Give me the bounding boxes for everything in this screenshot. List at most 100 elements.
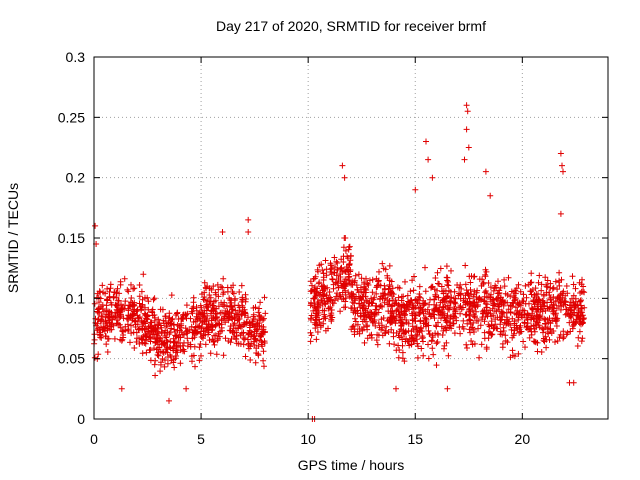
data-point bbox=[228, 284, 235, 291]
data-point bbox=[524, 320, 531, 327]
data-point bbox=[348, 290, 355, 297]
data-point bbox=[395, 342, 402, 349]
data-point bbox=[374, 331, 381, 338]
data-point bbox=[398, 323, 405, 329]
data-point bbox=[379, 295, 386, 302]
data-point bbox=[437, 265, 444, 272]
data-point bbox=[210, 283, 217, 290]
data-point bbox=[505, 274, 512, 281]
data-point bbox=[426, 331, 433, 338]
data-point bbox=[315, 301, 321, 308]
data-point bbox=[465, 144, 472, 151]
data-point bbox=[549, 308, 556, 315]
data-point bbox=[311, 275, 318, 282]
x-axis-title: GPS time / hours bbox=[298, 457, 405, 473]
data-point bbox=[352, 315, 358, 322]
data-point bbox=[129, 312, 136, 319]
data-point bbox=[539, 297, 546, 304]
data-point bbox=[167, 338, 174, 345]
data-point bbox=[222, 335, 229, 342]
data-point bbox=[508, 288, 515, 295]
data-point bbox=[498, 316, 505, 323]
data-point bbox=[135, 326, 142, 333]
data-point bbox=[349, 299, 356, 306]
data-point bbox=[152, 339, 159, 346]
data-point bbox=[314, 329, 321, 335]
data-point bbox=[522, 344, 528, 351]
data-point bbox=[483, 268, 490, 275]
data-point bbox=[444, 385, 451, 392]
data-point bbox=[495, 290, 502, 297]
data-point bbox=[353, 282, 360, 289]
data-point bbox=[435, 294, 442, 301]
data-point bbox=[337, 271, 344, 277]
data-point bbox=[471, 340, 478, 347]
data-point bbox=[94, 290, 101, 297]
data-point bbox=[572, 319, 579, 326]
data-point bbox=[511, 320, 518, 327]
y-tick-label: 0.3 bbox=[66, 49, 86, 65]
data-point bbox=[240, 341, 247, 348]
data-point bbox=[487, 330, 494, 337]
data-point bbox=[211, 341, 218, 348]
data-point bbox=[369, 289, 376, 296]
data-point bbox=[96, 309, 103, 316]
data-point bbox=[446, 287, 452, 294]
data-point bbox=[199, 320, 206, 326]
data-point bbox=[503, 320, 510, 327]
data-point bbox=[119, 328, 126, 334]
data-point bbox=[533, 290, 540, 297]
data-point bbox=[142, 320, 149, 327]
data-point bbox=[406, 306, 413, 313]
data-point bbox=[320, 293, 327, 299]
data-point bbox=[171, 321, 177, 328]
data-point bbox=[381, 299, 388, 306]
data-point bbox=[371, 294, 378, 301]
data-point bbox=[323, 266, 330, 273]
data-point bbox=[470, 273, 477, 280]
data-point bbox=[328, 307, 335, 313]
data-point bbox=[128, 295, 135, 301]
data-point bbox=[176, 327, 183, 334]
data-point bbox=[342, 247, 349, 254]
x-tick-label: 20 bbox=[515, 431, 531, 447]
data-point bbox=[422, 288, 429, 295]
data-point bbox=[483, 344, 490, 351]
data-point bbox=[393, 385, 399, 392]
data-point bbox=[503, 314, 510, 321]
data-point bbox=[368, 295, 375, 302]
data-point bbox=[576, 328, 583, 335]
data-point bbox=[479, 314, 486, 321]
data-point bbox=[529, 306, 536, 313]
data-point bbox=[397, 326, 404, 333]
data-point bbox=[109, 316, 116, 323]
data-point bbox=[334, 260, 341, 266]
data-point bbox=[396, 285, 403, 292]
data-point bbox=[107, 285, 114, 292]
data-point bbox=[346, 293, 353, 300]
data-point bbox=[329, 276, 336, 283]
data-point bbox=[133, 339, 140, 345]
data-point bbox=[403, 319, 410, 326]
data-point bbox=[223, 302, 230, 309]
data-point bbox=[369, 319, 376, 326]
data-point bbox=[400, 327, 407, 334]
data-point bbox=[133, 329, 140, 336]
data-point bbox=[469, 307, 476, 314]
data-point bbox=[217, 328, 224, 335]
data-point bbox=[255, 352, 262, 359]
data-point bbox=[378, 316, 385, 323]
data-point bbox=[147, 319, 154, 326]
data-point bbox=[168, 292, 175, 299]
data-point bbox=[515, 316, 522, 323]
data-point bbox=[499, 344, 506, 351]
data-point bbox=[125, 327, 131, 334]
data-point bbox=[327, 260, 334, 267]
data-point bbox=[259, 317, 266, 323]
data-point bbox=[516, 310, 523, 317]
data-point bbox=[103, 341, 110, 348]
data-point bbox=[482, 271, 489, 278]
data-point bbox=[364, 326, 371, 333]
data-point bbox=[331, 254, 338, 261]
data-point bbox=[198, 334, 205, 340]
